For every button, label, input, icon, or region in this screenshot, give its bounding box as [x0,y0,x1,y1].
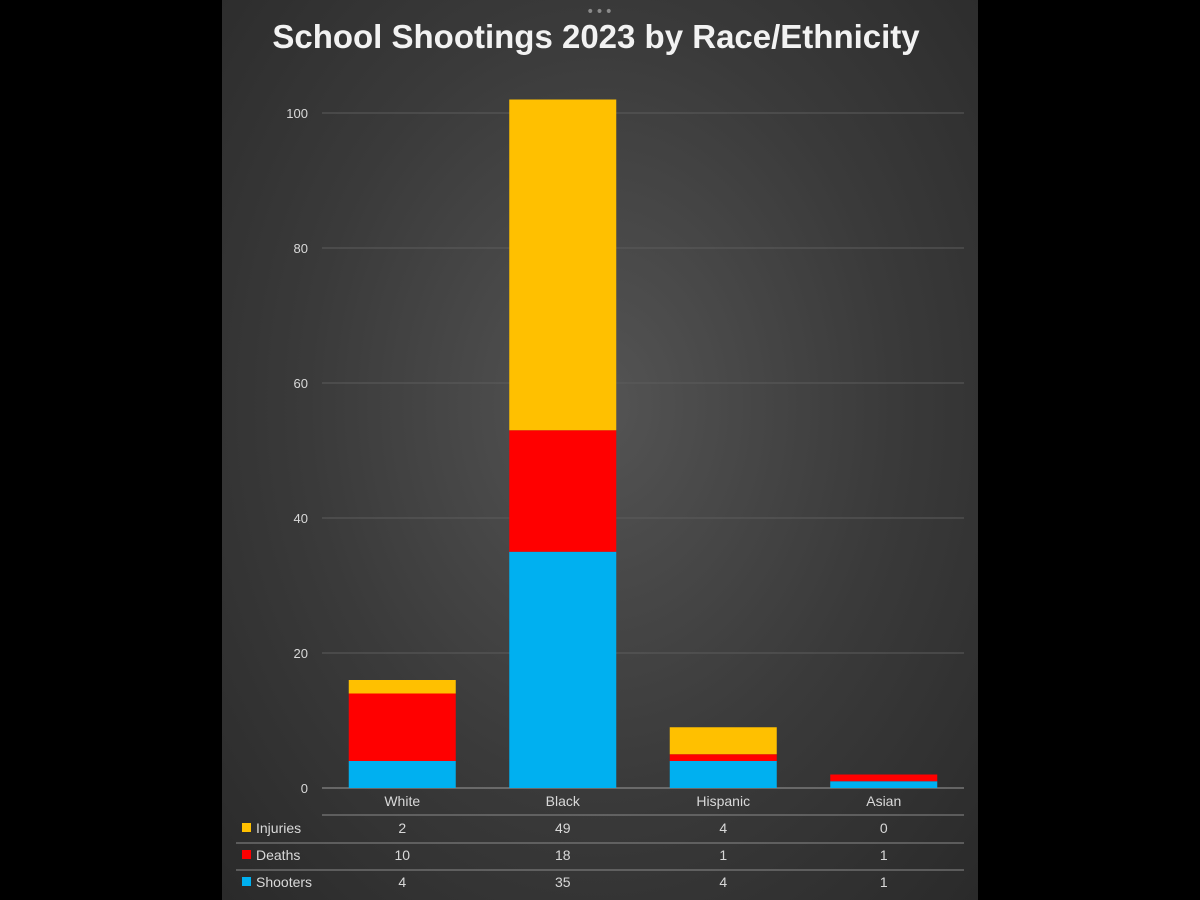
x-axis-categories: White Black Hispanic Asian [384,793,901,809]
x-category-label: White [384,793,420,809]
table-cell-value: 10 [394,847,410,863]
bar-hispanic-deaths [669,754,777,761]
window-drag-handle[interactable]: ••• [586,4,614,20]
legend-label-deaths: Deaths [256,847,300,863]
bar-hispanic-injuries [669,727,777,755]
table-cell-value: 18 [555,847,571,863]
table-cell-value: 4 [719,820,727,836]
table-cell-value: 35 [555,874,571,890]
y-tick-label: 0 [301,781,308,796]
table-cell-value: 1 [719,847,727,863]
legend-key-injuries [242,823,251,832]
table-cell-value: 4 [398,874,406,890]
legend-key-deaths [242,850,251,859]
data-table: Injuries 2 49 4 0 Deaths 10 18 1 1 Shooters 4 35 4 1 [236,814,964,890]
y-tick-label: 40 [294,511,308,526]
bar-asian-shooters [830,781,938,788]
table-cell-value: 4 [719,874,727,890]
y-tick-label: 60 [294,376,308,391]
x-category-label: Black [546,793,581,809]
legend-label-injuries: Injuries [256,820,301,836]
table-cell-value: 2 [398,820,406,836]
legend-key-shooters [242,877,251,886]
chart-title: School Shootings 2023 by Race/Ethnicity [272,18,920,55]
y-tick-label: 80 [294,241,308,256]
table-cell-value: 49 [555,820,571,836]
legend-label-shooters: Shooters [256,874,312,890]
bar-black-shooters [509,551,617,788]
y-tick-label: 20 [294,646,308,661]
x-category-label: Asian [866,793,901,809]
bar-asian-deaths [830,774,938,782]
bar-hispanic-shooters [669,761,777,788]
chart-panel: ••• School Shootings 2023 by Race/Ethnic… [222,0,978,900]
table-cell-value: 1 [880,874,888,890]
table-cell-value: 1 [880,847,888,863]
bar-black-deaths [509,430,617,552]
bar-black-injuries [509,99,617,431]
bars [348,99,938,788]
bar-white-deaths [348,693,456,761]
stacked-bar-chart: School Shootings 2023 by Race/Ethnicity … [236,18,964,890]
gridlines [322,112,964,654]
bar-white-shooters [348,761,456,788]
bar-white-injuries [348,680,456,694]
x-category-label: Hispanic [696,793,750,809]
table-cell-value: 0 [880,820,888,836]
y-tick-label: 100 [286,106,308,121]
